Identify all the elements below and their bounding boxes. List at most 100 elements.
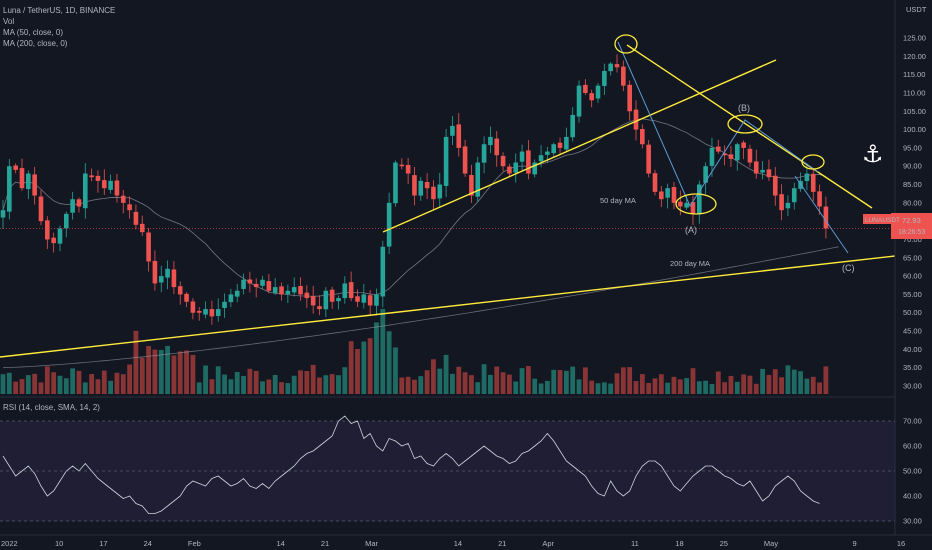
volume-bars <box>0 309 829 394</box>
volume-bar <box>722 382 728 394</box>
time-tick-label: 24 <box>144 539 152 548</box>
candle-body <box>228 294 234 303</box>
candle-body <box>133 211 139 225</box>
volume-bar <box>488 374 493 394</box>
volume-bar <box>298 370 303 394</box>
volume-bar <box>475 382 481 394</box>
candle-body <box>279 286 284 295</box>
volume-bar <box>158 349 164 394</box>
volume-bar <box>627 367 633 394</box>
candle-body <box>393 162 398 204</box>
candle-body <box>734 144 740 161</box>
candle-body <box>640 128 645 145</box>
candle-body <box>13 165 18 170</box>
time-tick-label: 11 <box>631 539 639 548</box>
wave-c-label: (C) <box>842 263 855 273</box>
volume-bar <box>614 373 620 394</box>
volume-bar <box>747 375 753 394</box>
candle-body <box>329 289 335 302</box>
volume-bar <box>519 368 525 394</box>
rsi-tick-label: 30.00 <box>903 517 922 526</box>
volume-bar <box>405 376 411 394</box>
volume-bar <box>589 380 595 394</box>
candle-body <box>538 155 544 162</box>
volume-bar <box>582 367 588 394</box>
candle-body <box>336 298 341 302</box>
symbol-legend[interactable]: Luna / TetherUS, 1D, BINANCE <box>3 6 116 15</box>
volume-bar <box>671 376 677 394</box>
candle-body <box>753 161 759 174</box>
candle-body <box>437 184 443 199</box>
volume-bar <box>633 381 639 394</box>
candle-body <box>89 175 94 178</box>
volume-bar <box>696 381 702 394</box>
time-tick-label: May <box>764 539 778 548</box>
volume-bar <box>772 369 778 394</box>
volume-bar <box>753 383 759 394</box>
volume-bar <box>703 380 709 394</box>
volume-bar <box>374 322 379 394</box>
candle-body <box>659 191 664 200</box>
candle-body <box>374 294 379 306</box>
candle-body <box>507 166 512 174</box>
volume-bar <box>538 383 544 394</box>
candle-body <box>703 166 708 183</box>
candle-body <box>355 296 360 302</box>
candle-body <box>576 85 582 117</box>
volume-bar <box>557 370 563 394</box>
candle-body <box>298 285 303 295</box>
volume-bar <box>734 381 740 394</box>
candle-body <box>760 169 765 173</box>
candle-body <box>196 310 202 313</box>
price-tick-label: 70.00 <box>903 235 922 244</box>
ma200-legend[interactable]: MA (200, close, 0) <box>3 39 68 48</box>
candle-body <box>405 164 411 174</box>
ma50-legend[interactable]: MA (50, close, 0) <box>3 28 64 37</box>
volume-bar <box>412 379 417 394</box>
volume-bar <box>51 372 57 394</box>
volume-bar <box>576 379 582 394</box>
price-tick-label: 60.00 <box>903 272 922 281</box>
candle-body <box>557 142 563 148</box>
time-tick-label: 25 <box>720 539 728 548</box>
time-tick-label: 21 <box>321 539 329 548</box>
time-tick-label: 16 <box>897 539 905 548</box>
candle-body <box>323 290 329 310</box>
rising-trendline <box>382 59 777 233</box>
volume-bar <box>450 373 455 394</box>
candle-body <box>456 124 462 148</box>
candle-body <box>500 155 506 167</box>
volume-bar <box>386 331 392 394</box>
candle-body <box>488 136 493 146</box>
volume-bar <box>551 369 557 394</box>
candle-body <box>462 146 468 174</box>
volume-bar <box>513 381 519 394</box>
candle-body <box>241 279 246 289</box>
volume-bar <box>684 378 690 394</box>
volume-bar <box>469 375 474 394</box>
volume-bar <box>304 371 310 394</box>
volume-bar <box>279 382 284 394</box>
volume-bar <box>171 355 177 394</box>
volume-bar <box>247 368 253 394</box>
volume-bar <box>348 341 354 394</box>
time-tick-label: 14 <box>277 539 285 548</box>
volume-bar <box>70 368 76 394</box>
candle-body <box>108 180 113 190</box>
candle-body <box>570 114 575 138</box>
volume-bar <box>437 368 443 394</box>
volume-bar <box>260 381 265 394</box>
candle-body <box>443 136 449 186</box>
volume-bar <box>120 374 126 394</box>
candle-body <box>513 162 519 173</box>
volume-bar <box>741 374 747 394</box>
rsi-legend[interactable]: RSI (14, close, SMA, 14, 2) <box>3 403 100 412</box>
candle-body <box>76 199 82 207</box>
rsi-tick-label: 40.00 <box>903 492 922 501</box>
volume-bar <box>823 366 829 394</box>
volume-legend[interactable]: Vol <box>3 17 15 26</box>
candle-body <box>551 144 557 154</box>
volume-bar <box>715 371 721 394</box>
candle-body <box>285 290 291 295</box>
